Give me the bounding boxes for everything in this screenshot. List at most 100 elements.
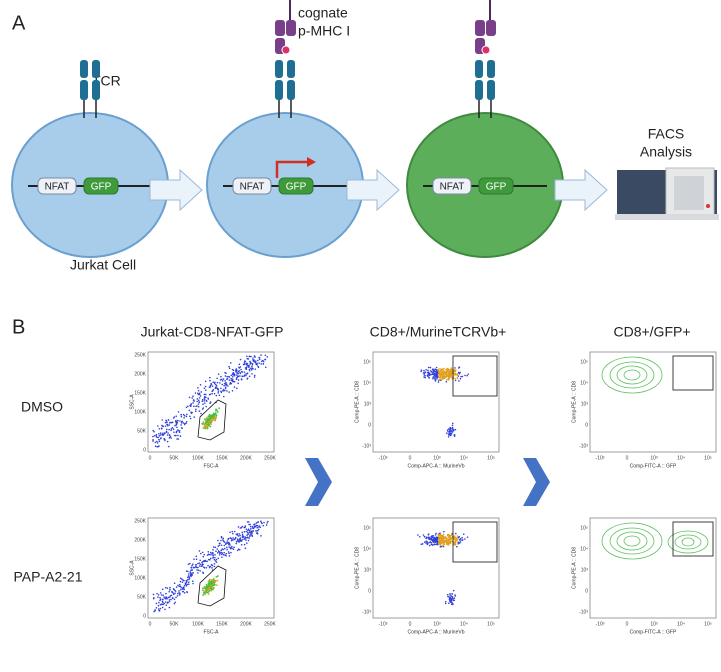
contour — [616, 531, 648, 551]
event-dot — [177, 438, 180, 440]
event-dot — [248, 355, 251, 358]
event-dot — [211, 416, 213, 418]
event-dot — [442, 535, 445, 538]
event-dot — [157, 425, 159, 427]
event-dot — [235, 542, 238, 545]
y-tick-label: 10⁴ — [363, 546, 371, 552]
event-dot — [196, 569, 198, 571]
event-dot — [454, 543, 456, 546]
event-dot — [209, 384, 212, 387]
x-tick-label: 0 — [409, 455, 412, 461]
x-tick-label: 0 — [626, 455, 629, 461]
event-dot — [243, 371, 246, 373]
event-dot — [226, 378, 228, 381]
x-tick-label: -10³ — [379, 621, 388, 627]
y-tick-label: 10³ — [581, 401, 589, 407]
event-dot — [237, 382, 239, 385]
x-tick-label: 100K — [192, 621, 204, 627]
event-dot — [213, 392, 216, 395]
event-dot — [260, 535, 262, 537]
event-dot — [152, 429, 154, 432]
event-dot — [156, 440, 158, 443]
event-dot — [161, 419, 164, 421]
event-dot — [260, 363, 262, 365]
row-label: DMSO — [21, 399, 63, 415]
event-dot — [165, 431, 167, 434]
event-dot — [185, 406, 188, 409]
event-dot — [458, 542, 461, 544]
contour — [674, 534, 702, 550]
contour — [609, 527, 655, 555]
event-dot — [195, 555, 198, 558]
event-dot — [170, 427, 173, 430]
event-dot — [442, 369, 445, 371]
event-dot — [212, 549, 214, 551]
event-dot — [201, 563, 204, 565]
panel-label: A — [12, 12, 26, 34]
event-dot — [222, 539, 224, 541]
event-dot — [227, 385, 229, 387]
event-dot — [197, 405, 200, 408]
event-dot — [212, 554, 214, 556]
x-tick-label: 10⁴ — [677, 621, 685, 627]
event-dot — [246, 357, 249, 360]
event-dot — [208, 590, 211, 592]
event-dot — [186, 576, 189, 579]
event-dot — [462, 533, 465, 535]
event-dot — [249, 528, 252, 530]
event-dot — [219, 542, 221, 545]
event-dot — [228, 367, 231, 370]
event-dot — [453, 435, 456, 438]
event-dot — [228, 542, 231, 545]
event-dot — [160, 427, 163, 430]
event-dot — [191, 574, 193, 577]
event-dot — [178, 583, 181, 586]
event-dot — [157, 596, 159, 598]
event-dot — [222, 390, 224, 392]
event-dot — [179, 420, 181, 422]
x-tick-label: 0 — [409, 621, 412, 627]
event-dot — [448, 432, 450, 435]
event-dot — [247, 528, 250, 531]
event-dot — [208, 420, 211, 423]
facs-label: FACS — [648, 126, 685, 142]
tcr-chain — [487, 60, 495, 78]
event-dot — [208, 582, 211, 585]
event-dot — [215, 409, 218, 411]
event-dot — [202, 587, 204, 590]
event-dot — [249, 535, 251, 537]
event-dot — [176, 592, 179, 595]
event-dot — [158, 433, 160, 435]
event-dot — [430, 370, 433, 373]
event-dot — [251, 525, 254, 528]
event-dot — [239, 534, 241, 537]
event-dot — [206, 591, 208, 594]
mhc — [275, 20, 285, 36]
event-dot — [201, 422, 204, 425]
event-dot — [170, 590, 173, 593]
event-dot — [169, 586, 171, 589]
event-dot — [172, 592, 175, 595]
event-dot — [450, 595, 453, 597]
event-dot — [187, 583, 190, 585]
event-dot — [189, 572, 192, 574]
event-dot — [220, 391, 223, 394]
event-dot — [212, 557, 214, 559]
event-dot — [204, 385, 207, 388]
event-dot — [185, 415, 188, 418]
event-dot — [448, 434, 451, 436]
event-dot — [197, 566, 199, 569]
event-dot — [232, 548, 235, 550]
x-axis-label: Comp-FITC-A :: GFP — [630, 629, 677, 635]
event-dot — [203, 400, 205, 402]
event-dot — [210, 553, 212, 556]
event-dot — [249, 523, 251, 526]
event-dot — [217, 545, 220, 547]
event-dot — [435, 373, 438, 375]
event-dot — [231, 380, 234, 383]
event-dot — [190, 569, 192, 572]
event-dot — [179, 577, 182, 580]
column-title: CD8+/GFP+ — [613, 324, 690, 340]
event-dot — [223, 389, 226, 392]
event-dot — [173, 434, 176, 437]
